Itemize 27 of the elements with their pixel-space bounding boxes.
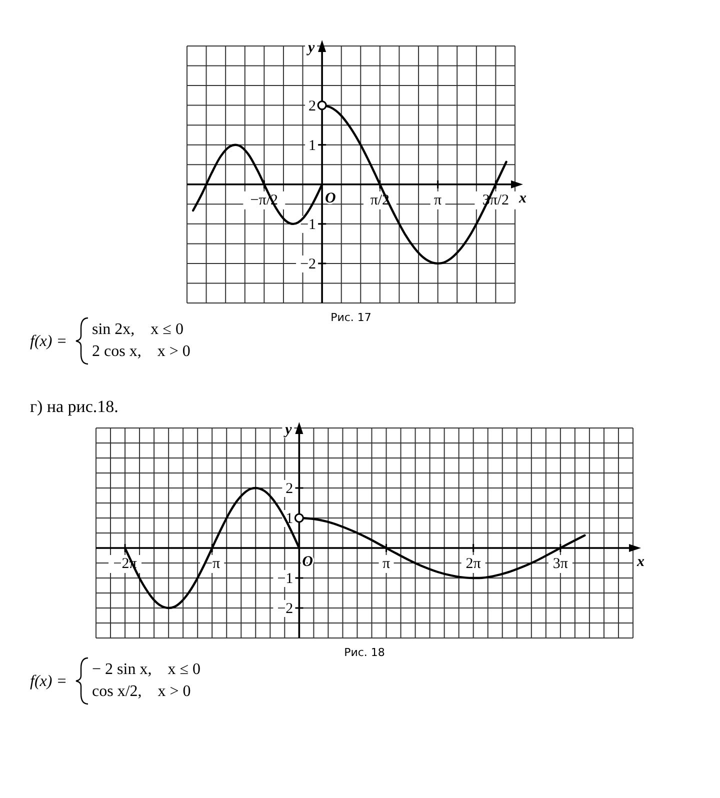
x-tick-label: −π — [204, 556, 221, 572]
annotation: O — [325, 190, 336, 206]
text: f(x) = — [30, 673, 67, 690]
x-tick-label: π — [382, 556, 390, 572]
text: f(x) = — [30, 333, 67, 350]
x-tick-label: π — [434, 192, 442, 208]
text: − 2 sin x, x ≤ 0 — [92, 661, 200, 678]
y-tick-label: 1 — [308, 138, 316, 154]
x-tick-label: 3π — [552, 556, 568, 572]
text: Рис. 18 — [344, 646, 385, 659]
text: 2 cos x, x > 0 — [92, 343, 190, 360]
y-tick-label: −2 — [277, 601, 294, 617]
chart-title: г) на рис.18. — [30, 397, 118, 416]
text: cos x/2, x > 0 — [92, 683, 191, 700]
text: sin 2x, x ≤ 0 — [92, 321, 184, 338]
text: Рис. 17 — [330, 311, 372, 324]
y-tick-label: 2 — [286, 481, 294, 497]
y-tick-label: 1 — [286, 511, 294, 527]
y-tick-label: −1 — [277, 571, 294, 587]
x-axis-title: x — [518, 190, 527, 206]
y-tick-label: −1 — [300, 216, 316, 233]
x-axis-title: x — [636, 554, 645, 570]
y-axis-title: y — [306, 40, 316, 56]
y-tick-label: 2 — [308, 98, 316, 114]
y-axis-title: y — [283, 422, 292, 438]
y-tick-label: −2 — [300, 256, 316, 272]
x-tick-label: 2π — [466, 556, 482, 572]
